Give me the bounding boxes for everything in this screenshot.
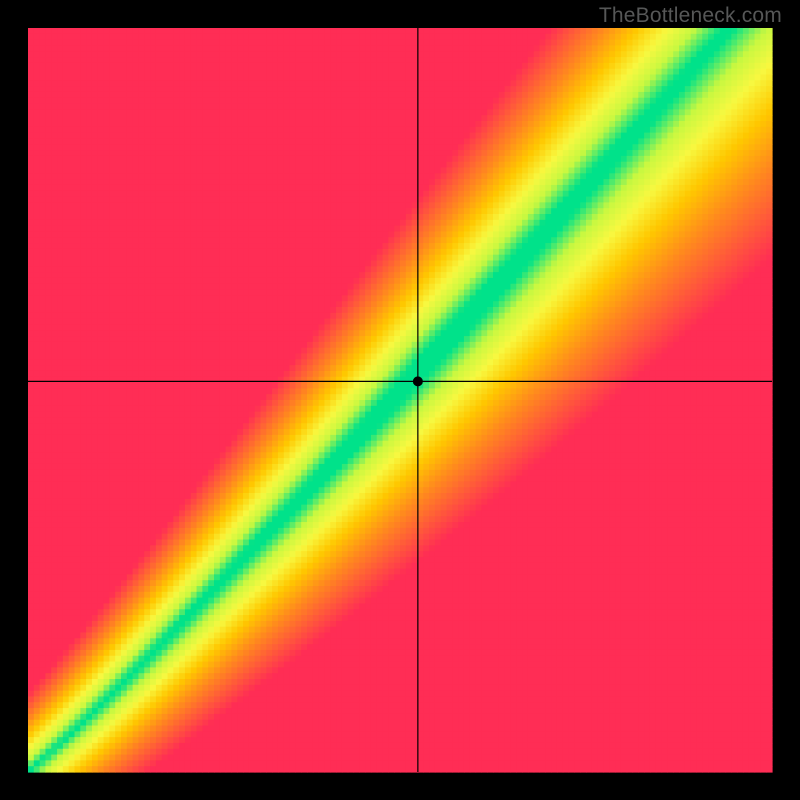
watermark-text: TheBottleneck.com bbox=[599, 4, 782, 28]
heatmap-chart bbox=[0, 0, 800, 800]
root-container: TheBottleneck.com bbox=[0, 0, 800, 800]
